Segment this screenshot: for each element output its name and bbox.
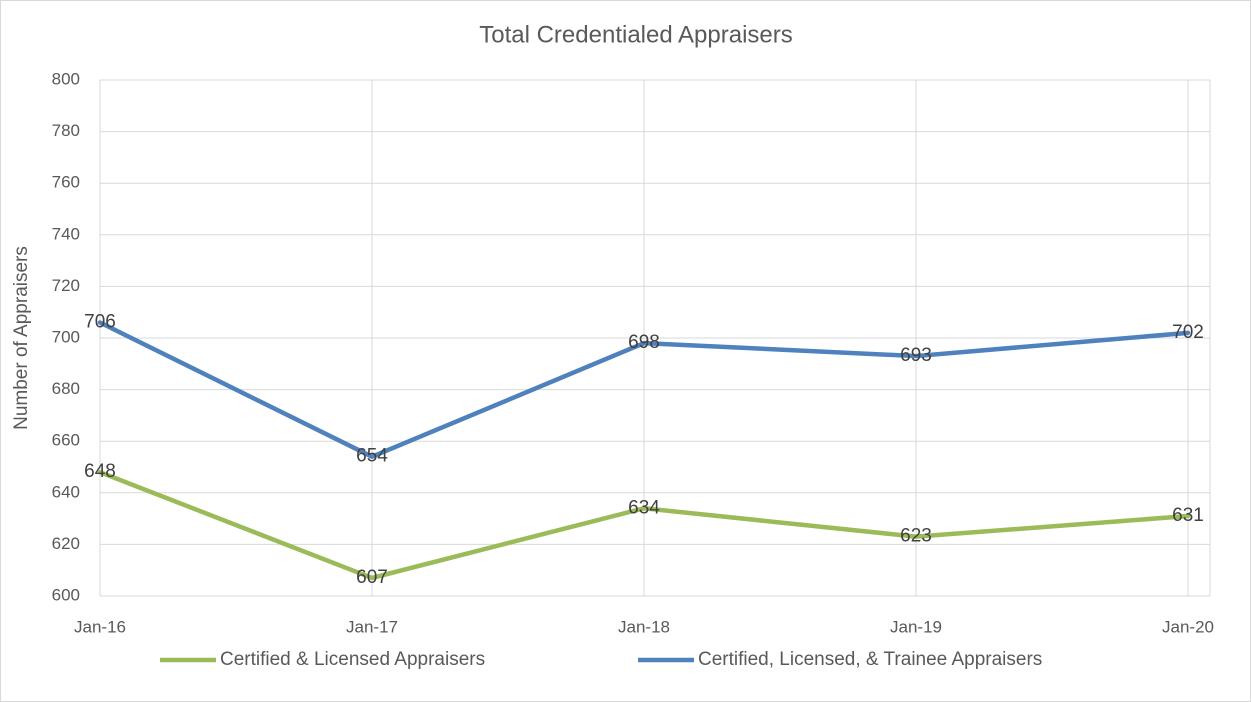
chart-title: Total Credentialed Appraisers xyxy=(479,21,793,48)
data-label: 648 xyxy=(84,461,116,482)
legend-label: Certified, Licensed, & Trainee Appraiser… xyxy=(698,649,1042,670)
y-tick-label: 740 xyxy=(52,224,80,243)
y-tick-label: 800 xyxy=(52,69,80,88)
data-label: 634 xyxy=(628,497,660,518)
series-line xyxy=(97,320,1191,459)
y-tick-label: 720 xyxy=(52,276,80,295)
data-label: 623 xyxy=(900,526,932,547)
y-tick-label: 620 xyxy=(52,534,80,553)
y-tick-label: 600 xyxy=(52,585,80,604)
data-label: 693 xyxy=(900,345,932,366)
x-tick-label: Jan-19 xyxy=(890,617,942,636)
y-tick-label: 660 xyxy=(52,431,80,450)
x-tick-label: Jan-20 xyxy=(1162,617,1214,636)
x-tick-label: Jan-16 xyxy=(74,617,126,636)
y-tick-label: 700 xyxy=(52,327,80,346)
y-axis-label: Number of Appraisers xyxy=(11,246,32,430)
data-label: 698 xyxy=(628,332,660,353)
data-label: 702 xyxy=(1172,322,1204,343)
x-tick-label: Jan-17 xyxy=(346,617,398,636)
series-line xyxy=(97,469,1191,581)
data-label: 654 xyxy=(356,446,388,467)
data-label: 706 xyxy=(84,312,116,333)
y-tick-label: 680 xyxy=(52,379,80,398)
y-tick-label: 760 xyxy=(52,173,80,192)
x-tick-label: Jan-18 xyxy=(618,617,670,636)
data-label: 631 xyxy=(1172,505,1204,526)
y-tick-label: 780 xyxy=(52,121,80,140)
legend-label: Certified & Licensed Appraisers xyxy=(220,649,485,670)
data-label: 607 xyxy=(356,567,388,588)
y-tick-label: 640 xyxy=(52,482,80,501)
